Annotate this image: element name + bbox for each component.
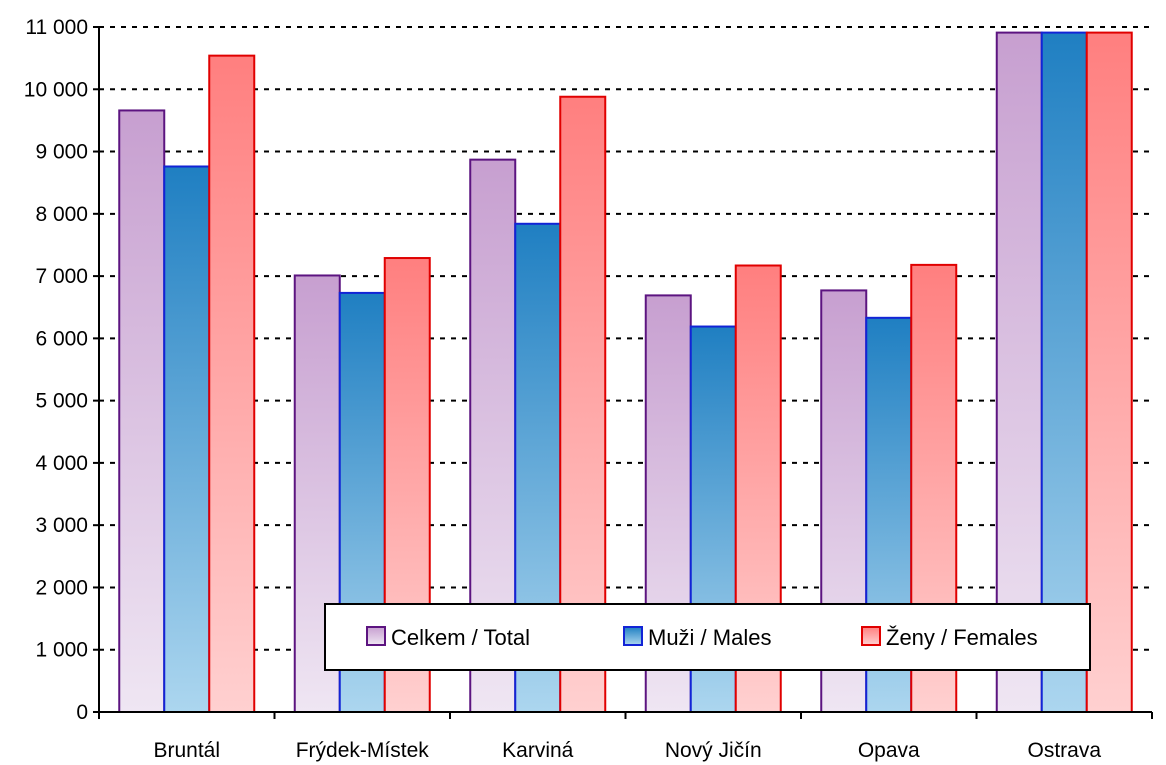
y-tick-label: 4 000 bbox=[35, 452, 88, 475]
y-tick-label: 6 000 bbox=[35, 327, 88, 350]
y-tick-label: 8 000 bbox=[35, 203, 88, 226]
x-ticks: Bruntál Frýdek-Místek Karviná Nový Jičín Opa… bbox=[98, 712, 1153, 762]
y-tick-label: 5 000 bbox=[35, 390, 88, 413]
bar-bruntal-females bbox=[208, 54, 256, 714]
legend-swatch-males bbox=[623, 626, 643, 646]
y-ticks: 0 1 000 2 000 3 000 4 000 5 000 6 000 7 000 8 00… bbox=[24, 16, 99, 724]
y-tick-label: 9 000 bbox=[35, 141, 88, 164]
legend-swatch-total bbox=[366, 626, 386, 646]
y-tick-label: 0 bbox=[76, 701, 88, 724]
legend-label-males: Muži / Males bbox=[648, 625, 771, 650]
y-tick-label: 7 000 bbox=[35, 265, 88, 288]
bar-ostrava-males bbox=[1040, 31, 1088, 713]
y-tick-label: 10 000 bbox=[24, 78, 88, 101]
x-tick-label-opava: Opava bbox=[858, 739, 920, 762]
x-tick-label-frydek-mistek: Frýdek-Místek bbox=[296, 739, 430, 762]
gridlines bbox=[99, 26, 1152, 651]
x-tick-label-karvina: Karviná bbox=[502, 739, 574, 762]
x-tick-label-novy-jicin: Nový Jičín bbox=[665, 739, 762, 762]
x-tick-label-ostrava: Ostrava bbox=[1027, 739, 1101, 762]
legend-label-females: Ženy / Females bbox=[886, 625, 1038, 650]
x-tick-label-bruntal: Bruntál bbox=[153, 739, 220, 762]
legend-swatch-females bbox=[861, 626, 881, 646]
y-tick-label: 1 000 bbox=[35, 639, 88, 662]
legend-box bbox=[324, 603, 1091, 671]
bar-bruntal-total bbox=[118, 109, 166, 714]
y-tick-label: 3 000 bbox=[35, 514, 88, 537]
bar-ostrava-females bbox=[1085, 31, 1133, 713]
y-tick-label: 11 000 bbox=[25, 16, 88, 39]
y-tick-label: 2 000 bbox=[35, 576, 88, 599]
legend: Celkem / Total Muži / Males Ženy / Femal… bbox=[324, 603, 1091, 671]
legend-label-total: Celkem / Total bbox=[391, 625, 530, 650]
bar-bruntal-males bbox=[163, 165, 211, 713]
bar-ostrava-total bbox=[995, 31, 1043, 713]
